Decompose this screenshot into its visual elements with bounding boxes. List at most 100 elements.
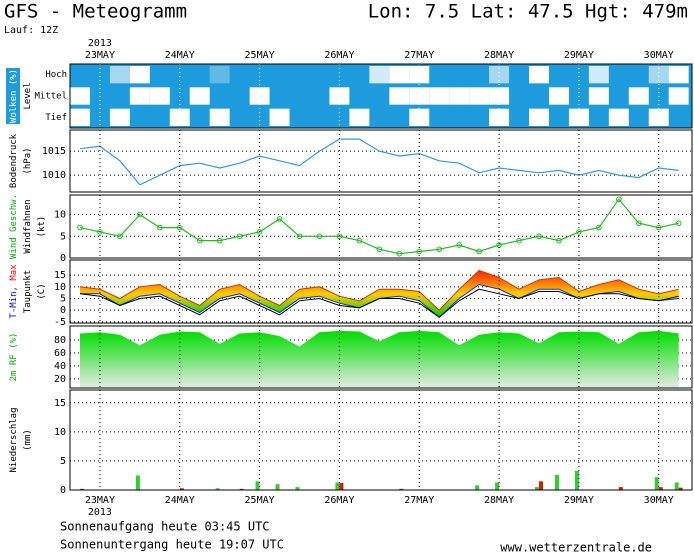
precip-bar (618, 487, 623, 490)
precip-bar (534, 487, 539, 490)
precip-bar (239, 488, 244, 490)
precip-bar (335, 482, 340, 490)
cloud-cell (629, 109, 649, 126)
y-tick-label: 0 (60, 305, 66, 316)
y-axis-label: Wolken (%) (9, 69, 19, 123)
cloud-cell (529, 108, 549, 126)
cloud-cell (549, 109, 569, 126)
cloud-cell (90, 109, 110, 126)
cloud-cell (489, 108, 510, 126)
sunset: Sonnenuntergang heute 19:07 UTC (60, 538, 284, 552)
y-axis-label: 2m RF (%) (9, 333, 19, 382)
x-tick-label: 30MAY (644, 495, 674, 506)
marker (117, 233, 123, 240)
y-tick-label: 10 (54, 210, 66, 221)
marker (356, 237, 363, 244)
y-axis-label-part: Taupunkt (23, 270, 33, 313)
panel-background (70, 130, 692, 192)
marker (296, 233, 303, 240)
marker (196, 237, 203, 244)
cloud-cell (109, 108, 130, 126)
cloud-cell (429, 87, 450, 105)
y-axis-label-part: T-Min, (9, 286, 19, 319)
run: Lauf: 12Z (4, 25, 58, 36)
y-axis-label: Windfahnen (23, 199, 33, 253)
marker (635, 220, 642, 227)
cloud-cell (70, 108, 90, 126)
cloud-cell (389, 87, 410, 105)
cloud-cell (270, 66, 290, 83)
x-tick-label: 28MAY (484, 50, 514, 61)
cloud-cell (668, 66, 689, 84)
panel-frame (69, 325, 693, 389)
x-tick-label: 29MAY (564, 50, 594, 61)
y-tick-label: -5 (54, 317, 66, 328)
cloud-cell (469, 87, 490, 105)
y-axis-label: Level (23, 82, 33, 109)
marker (236, 233, 243, 240)
cloud-cell (110, 87, 130, 104)
temperature-band (80, 270, 679, 318)
precip-bar (674, 482, 679, 490)
precip-bar (339, 483, 344, 490)
y-tick-label: 1010 (42, 170, 66, 181)
cloud-cell (549, 66, 569, 83)
marker (516, 237, 522, 244)
temperature-line (79, 288, 679, 318)
y-axis-label-part: Windfahnen (23, 199, 33, 253)
precip-bar (554, 474, 559, 490)
cloud-cell (290, 87, 310, 104)
y-axis-label: Niederschlag (9, 407, 19, 472)
cloud-cell (668, 87, 689, 105)
y-tick-label: 60 (54, 348, 66, 359)
precip-bar (654, 477, 659, 490)
panel-background (70, 390, 692, 490)
marker (556, 237, 562, 244)
y-axis-label-part: Level (23, 82, 33, 109)
cloud-cell (389, 109, 409, 126)
y-axis-label-part: (hPa) (23, 147, 33, 174)
y-tick-label: 5 (60, 294, 66, 305)
cloud-cell (270, 87, 290, 104)
year-label: 2013 (88, 507, 112, 518)
marker (176, 224, 183, 231)
cloud-cell (529, 66, 549, 84)
panel-frame (69, 63, 693, 129)
marker (596, 224, 602, 231)
y-tick-label: 0 (60, 485, 66, 496)
marker (376, 246, 383, 253)
cloud-cell (169, 108, 190, 126)
precip-bar (538, 481, 543, 490)
y-axis-label: Wind Geschw. (9, 194, 19, 259)
y-axis-label: T-Min, Max (9, 264, 19, 319)
cloud-cell (369, 66, 390, 84)
marker (316, 233, 323, 240)
y-tick-label: 15 (54, 270, 66, 281)
cloud-cell (509, 66, 529, 83)
cloud-cell (529, 87, 549, 104)
cloud-cell (509, 109, 529, 126)
cloud-cell (629, 66, 649, 83)
cloud-cell (230, 109, 250, 126)
y-axis-label-part: Bodendruck (9, 133, 19, 188)
marker (576, 229, 582, 235)
y-tick-label: 20 (54, 374, 66, 385)
precip-bar (658, 487, 663, 490)
cloud-cell (150, 109, 170, 126)
marker (436, 246, 443, 253)
x-tick-label: 24MAY (165, 50, 195, 61)
y-tick-label: 5 (60, 231, 66, 242)
cloud-cell (230, 87, 250, 104)
cloud-cell (409, 66, 430, 84)
cloud-cell (369, 109, 389, 126)
cloud-cell (269, 108, 290, 126)
y-tick-label: 40 (54, 361, 66, 372)
y-tick-label: Hoch (45, 70, 67, 80)
cloud-cell (130, 109, 150, 126)
cloud-cell (608, 108, 629, 126)
precip-bar (215, 488, 220, 490)
y-axis-label-part: (kt) (37, 216, 47, 238)
cloud-cell (588, 66, 609, 84)
cloud-cell (449, 87, 470, 105)
